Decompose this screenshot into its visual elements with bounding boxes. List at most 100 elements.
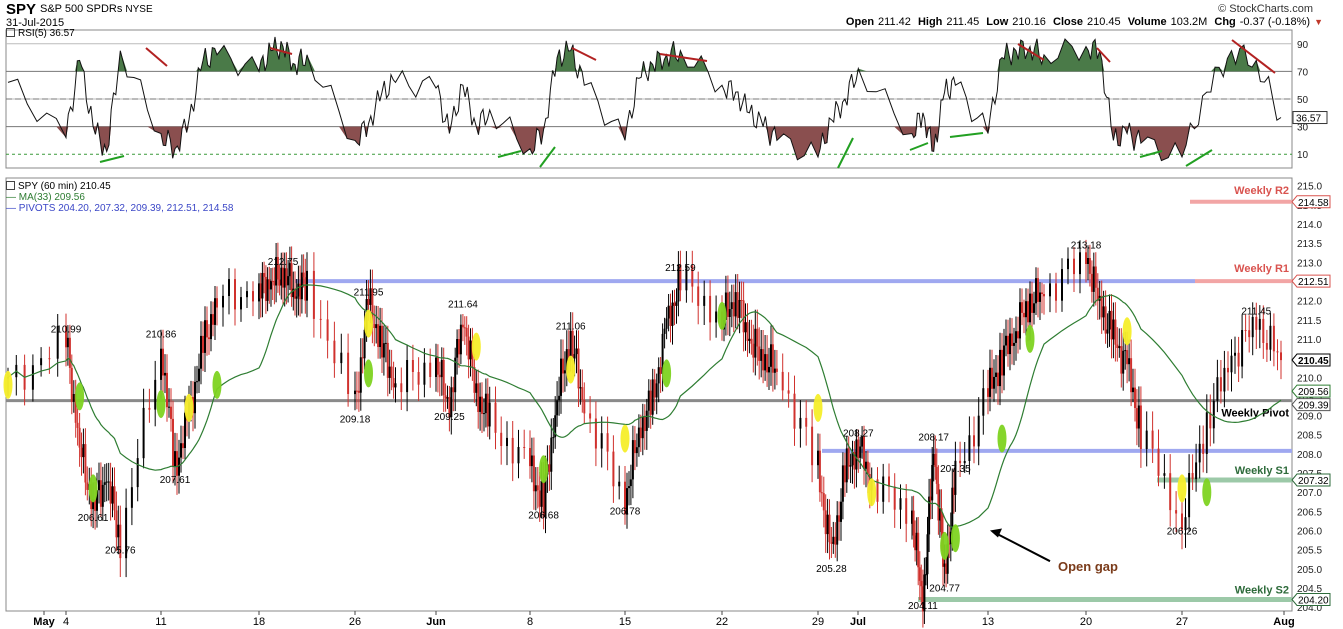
x-tick-label: 15 bbox=[619, 616, 631, 628]
price-bar-body bbox=[565, 349, 568, 371]
peak-trough-label: 211.95 bbox=[354, 288, 384, 299]
price-bar-body bbox=[312, 270, 315, 319]
price-bar-body bbox=[1175, 510, 1178, 514]
price-bar-body bbox=[174, 451, 176, 467]
price-bar-body bbox=[76, 422, 79, 428]
price-bar-body bbox=[920, 580, 923, 587]
price-legend-1: SPY (60 min) 210.45 bbox=[6, 181, 111, 192]
price-bar-body bbox=[628, 486, 630, 489]
price-bar-body bbox=[921, 586, 924, 612]
price-bar-body bbox=[48, 358, 51, 360]
price-bar-body bbox=[529, 448, 531, 467]
price-bar-body bbox=[1001, 349, 1003, 376]
price-bar-body bbox=[697, 286, 700, 306]
price-bar-body bbox=[506, 437, 508, 446]
price-bar-body bbox=[752, 343, 755, 358]
price-tag-label: 210.45 bbox=[1298, 356, 1329, 367]
price-bar-body bbox=[259, 283, 262, 299]
peak-trough-label: 213.18 bbox=[1071, 240, 1102, 251]
price-tick-label: 206.5 bbox=[1297, 507, 1322, 518]
price-bar-body bbox=[594, 418, 597, 449]
price-bar-body bbox=[685, 265, 688, 291]
price-bar-body bbox=[488, 402, 491, 427]
price-bar-body bbox=[1132, 387, 1134, 393]
price-bar-body bbox=[861, 436, 864, 447]
price-bar-body bbox=[665, 318, 668, 329]
price-bar-body bbox=[271, 280, 274, 282]
price-bar-body bbox=[113, 486, 116, 511]
price-bar-body bbox=[1269, 325, 1272, 350]
highlight-oval bbox=[940, 531, 950, 560]
price-bar-body bbox=[571, 330, 574, 359]
price-bar-body bbox=[1073, 258, 1075, 275]
ma33-line bbox=[7, 284, 1282, 528]
price-bar-body bbox=[406, 360, 409, 393]
price-bar-body bbox=[750, 338, 753, 344]
highlight-oval bbox=[88, 474, 98, 503]
price-bar-body bbox=[1100, 295, 1103, 318]
price-bar-body bbox=[949, 531, 952, 545]
price-bar-body bbox=[130, 487, 133, 508]
price-bar-body bbox=[266, 279, 269, 301]
price-bar-body bbox=[386, 342, 389, 378]
price-bar-body bbox=[371, 288, 374, 324]
price-bar-body bbox=[826, 514, 829, 535]
price-bar-body bbox=[411, 360, 414, 372]
price-bar-body bbox=[703, 295, 706, 306]
price-bar-body bbox=[70, 367, 73, 402]
price-bar-body bbox=[987, 388, 989, 397]
price-bar-body bbox=[288, 263, 291, 277]
price-bar-body bbox=[943, 563, 946, 567]
price-tag-label: 214.58 bbox=[1298, 198, 1329, 209]
legend-swatch-icon bbox=[6, 28, 15, 37]
peak-trough-label: 206.61 bbox=[78, 513, 109, 524]
price-bar-body bbox=[1049, 283, 1051, 297]
x-tick-label: 8 bbox=[527, 616, 533, 628]
price-bar-body bbox=[463, 327, 466, 329]
price-bar-body bbox=[180, 443, 182, 458]
highlight-oval bbox=[212, 370, 222, 399]
price-tag-label: 209.39 bbox=[1298, 401, 1329, 412]
price-bar-body bbox=[1191, 473, 1194, 480]
price-bar-body bbox=[845, 448, 848, 483]
price-bar-body bbox=[1128, 358, 1131, 365]
rsi-divergence-line bbox=[497, 150, 522, 158]
price-bar-body bbox=[766, 354, 769, 373]
price-tick-label: 205.0 bbox=[1297, 565, 1322, 576]
price-tag-label: 207.32 bbox=[1298, 476, 1329, 487]
price-tick-label: 211.0 bbox=[1297, 335, 1322, 346]
price-bar-body bbox=[475, 383, 478, 393]
price-bar-body bbox=[299, 283, 302, 300]
price-bar-body bbox=[86, 482, 89, 490]
price-bar-body bbox=[923, 574, 926, 612]
price-bar-body bbox=[1184, 517, 1187, 531]
price-tag-box bbox=[1291, 593, 1331, 606]
price-bar-body bbox=[618, 481, 621, 487]
price-tick-label: 214.0 bbox=[1297, 220, 1322, 231]
price-bar-body bbox=[768, 366, 770, 373]
price-tick-label: 204.5 bbox=[1297, 584, 1322, 595]
price-bar-body bbox=[1198, 443, 1201, 463]
legend-swatch-icon bbox=[6, 181, 15, 190]
price-tag-box bbox=[1291, 195, 1331, 209]
price-bar-body bbox=[283, 268, 286, 288]
price-bar-body bbox=[1005, 335, 1007, 346]
price-bar-body bbox=[200, 335, 202, 369]
x-tick-label: 29 bbox=[812, 616, 824, 628]
price-bar-body bbox=[452, 387, 455, 393]
highlight-oval bbox=[867, 478, 877, 507]
peak-trough-label: 209.18 bbox=[340, 415, 371, 426]
price-bar-body bbox=[170, 406, 172, 419]
price-bar-body bbox=[567, 349, 570, 361]
rsi-tick-label: 70 bbox=[1297, 67, 1309, 78]
price-bar-body bbox=[530, 455, 533, 467]
price-bar-body bbox=[494, 402, 497, 433]
price-bar-body bbox=[1124, 350, 1127, 352]
price-bar-body bbox=[1108, 310, 1111, 330]
chart-date: 31-Jul-2015 bbox=[6, 17, 65, 29]
weekly-pivot-label: Weekly Pivot bbox=[1221, 408, 1289, 420]
price-bar-body bbox=[589, 413, 592, 419]
price-bar-body bbox=[448, 397, 451, 418]
price-bar-body bbox=[548, 464, 551, 472]
price-bar-body bbox=[1169, 473, 1172, 511]
